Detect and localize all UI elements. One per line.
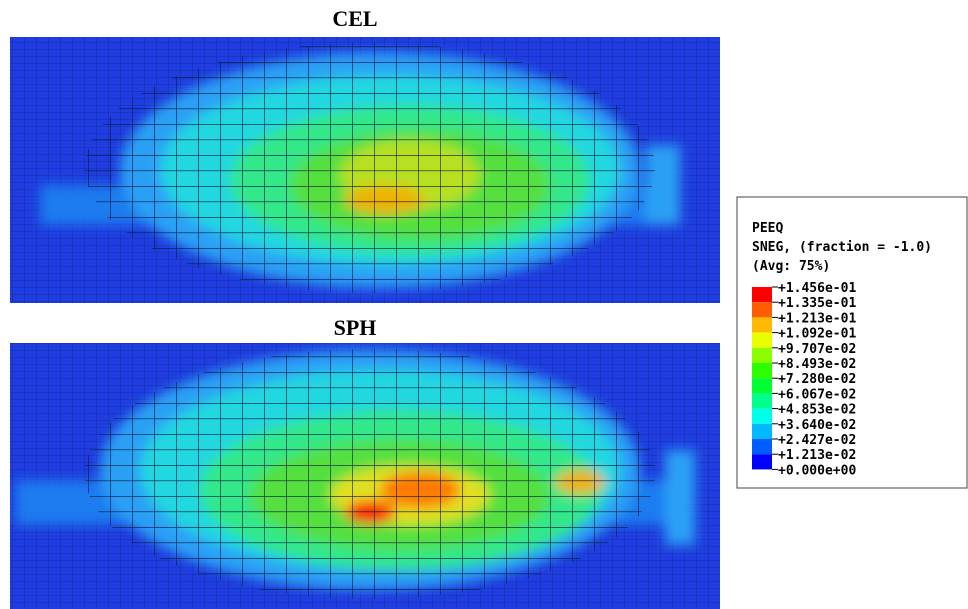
panel-title: CEL <box>332 6 377 31</box>
legend-label: +7.280e-02 <box>778 372 856 387</box>
legend-label: +3.640e-02 <box>778 418 856 433</box>
legend: PEEQ SNEG, (fraction = -1.0) (Avg: 75%) +1.… <box>736 196 968 489</box>
legend-label: +9.707e-02 <box>778 342 856 357</box>
legend-label: +2.427e-02 <box>778 433 856 448</box>
contour-panel <box>10 343 720 609</box>
legend-label: +8.493e-02 <box>778 357 856 372</box>
color-bin <box>752 439 772 455</box>
panel-title: SPH <box>334 315 377 340</box>
legend-label: +6.067e-02 <box>778 387 856 402</box>
legend-label: +1.335e-01 <box>778 296 856 311</box>
color-bin <box>752 393 772 409</box>
contour-panel <box>10 37 720 303</box>
legend-label: +0.000e+00 <box>778 463 856 478</box>
color-bin <box>752 454 772 470</box>
legend-label: +1.456e-01 <box>778 281 856 296</box>
legend-title: (Avg: 75%) <box>752 259 830 274</box>
legend-title: SNEG, (fraction = -1.0) <box>752 240 932 255</box>
color-bin <box>752 287 772 303</box>
color-bin <box>752 363 772 379</box>
legend-label: +1.213e-02 <box>778 448 856 463</box>
legend-title: PEEQ <box>752 221 783 236</box>
color-bin <box>752 317 772 333</box>
legend-label: +1.092e-01 <box>778 327 856 342</box>
color-bin <box>752 408 772 424</box>
color-bin <box>752 332 772 348</box>
color-bin <box>752 302 772 318</box>
color-bin <box>752 423 772 439</box>
legend-label: +4.853e-02 <box>778 403 856 418</box>
color-bin <box>752 378 772 394</box>
legend-label: +1.213e-01 <box>778 311 856 326</box>
color-bin <box>752 347 772 363</box>
